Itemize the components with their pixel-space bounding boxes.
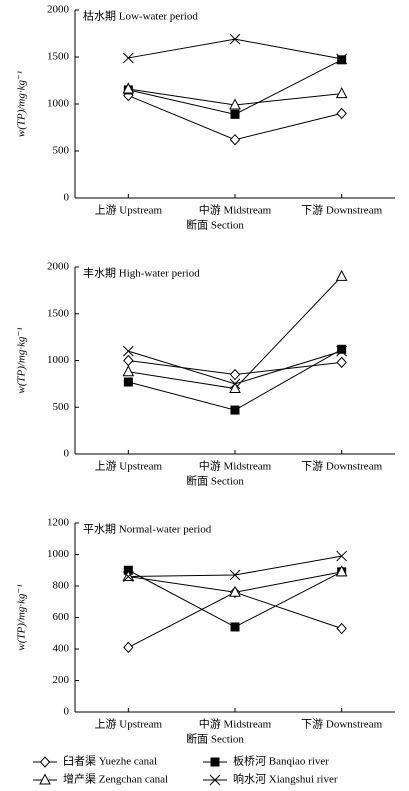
- marker-x: [229, 569, 241, 581]
- marker-x: [336, 53, 348, 65]
- x-tick-label: 下游 Downstream: [301, 718, 382, 731]
- legend-label: 臼者渠 Yuezhe canal: [63, 754, 157, 768]
- y-tick-label: 200: [53, 674, 70, 686]
- marker-square: [337, 344, 347, 354]
- y-tick-label: 1200: [47, 517, 70, 529]
- marker-triangle: [229, 98, 241, 110]
- y-tick-label: 600: [53, 611, 70, 623]
- marker-square: [230, 405, 240, 415]
- y-tick-label: 500: [53, 145, 70, 157]
- marker-triangle: [122, 365, 135, 377]
- x-axis-label: 断面 Section: [186, 218, 244, 232]
- marker-square: [230, 109, 240, 119]
- panel-title: 丰水期 High-water period: [83, 267, 200, 280]
- y-tick-label: 1000: [47, 354, 70, 366]
- marker-triangle: [335, 87, 348, 99]
- legend-label: 增产渠 Zengchan canal: [63, 772, 168, 786]
- y-tick-label: 0: [64, 192, 70, 204]
- x-tick-label: 中游 Midstream: [199, 460, 272, 473]
- marker-x: [209, 774, 221, 786]
- marker-square: [210, 757, 220, 767]
- marker-triangle: [39, 773, 51, 785]
- marker-triangle: [229, 381, 241, 394]
- y-tick-label: 2000: [47, 261, 70, 273]
- x-tick-label: 下游 Downstream: [301, 204, 382, 217]
- y-axis-label: w(TP)/mg·kg⁻¹: [16, 584, 28, 650]
- legend-label: 板桥河 Banqiao river: [233, 754, 329, 768]
- marker-diamond: [39, 756, 51, 768]
- marker-triangle: [335, 269, 348, 281]
- marker-square: [230, 622, 240, 632]
- panel-title: 平水期 Normal-water period: [83, 523, 212, 536]
- y-tick-label: 500: [53, 401, 70, 413]
- x-tick-label: 上游 Upstream: [95, 460, 163, 473]
- series-line: [128, 591, 342, 648]
- x-tick-label: 中游 Midstream: [199, 204, 272, 217]
- marker-diamond: [336, 622, 347, 635]
- marker-diamond: [229, 368, 241, 381]
- y-tick-label: 1000: [47, 548, 70, 560]
- y-tick-label: 1500: [47, 51, 70, 63]
- y-axis-label: w(TP)/mg·kg⁻¹: [16, 327, 28, 393]
- x-axis-label: 断面 Section: [186, 474, 244, 488]
- legend-label: 响水河 Xiangshui river: [233, 773, 338, 786]
- marker-diamond: [123, 354, 134, 367]
- marker-x: [229, 33, 241, 45]
- y-tick-label: 1500: [47, 307, 70, 319]
- marker-x: [336, 345, 348, 357]
- y-tick-label: 400: [53, 643, 70, 655]
- y-tick-label: 800: [53, 580, 70, 592]
- marker-triangle: [335, 565, 348, 577]
- series-line: [128, 38, 342, 60]
- y-tick-label: 0: [64, 706, 70, 718]
- panel-title: 枯水期 Low-water period: [83, 9, 198, 23]
- x-tick-label: 上游 Upstream: [95, 718, 163, 731]
- marker-x: [122, 571, 134, 582]
- marker-diamond: [229, 133, 241, 146]
- y-axis-label: w(TP)/mg·kg⁻¹: [16, 71, 28, 137]
- x-axis-label: 断面 Section: [186, 732, 244, 746]
- marker-x: [122, 345, 134, 357]
- marker-diamond: [336, 356, 347, 369]
- marker-diamond: [123, 641, 134, 654]
- x-tick-label: 中游 Midstream: [199, 718, 272, 731]
- y-tick-label: 1000: [47, 98, 70, 110]
- marker-square: [123, 377, 133, 387]
- x-tick-label: 下游 Downstream: [301, 460, 382, 473]
- marker-square: [337, 55, 347, 65]
- y-tick-label: 0: [64, 448, 70, 460]
- marker-x: [122, 52, 134, 64]
- y-tick-label: 2000: [47, 4, 70, 16]
- series-line: [128, 555, 342, 578]
- series-line: [128, 569, 342, 628]
- marker-x: [336, 550, 348, 562]
- marker-triangle: [122, 569, 135, 582]
- marker-triangle: [122, 82, 135, 94]
- marker-triangle: [229, 585, 241, 597]
- x-tick-label: 上游 Upstream: [95, 204, 163, 217]
- marker-x: [229, 378, 241, 390]
- marker-diamond: [336, 107, 347, 120]
